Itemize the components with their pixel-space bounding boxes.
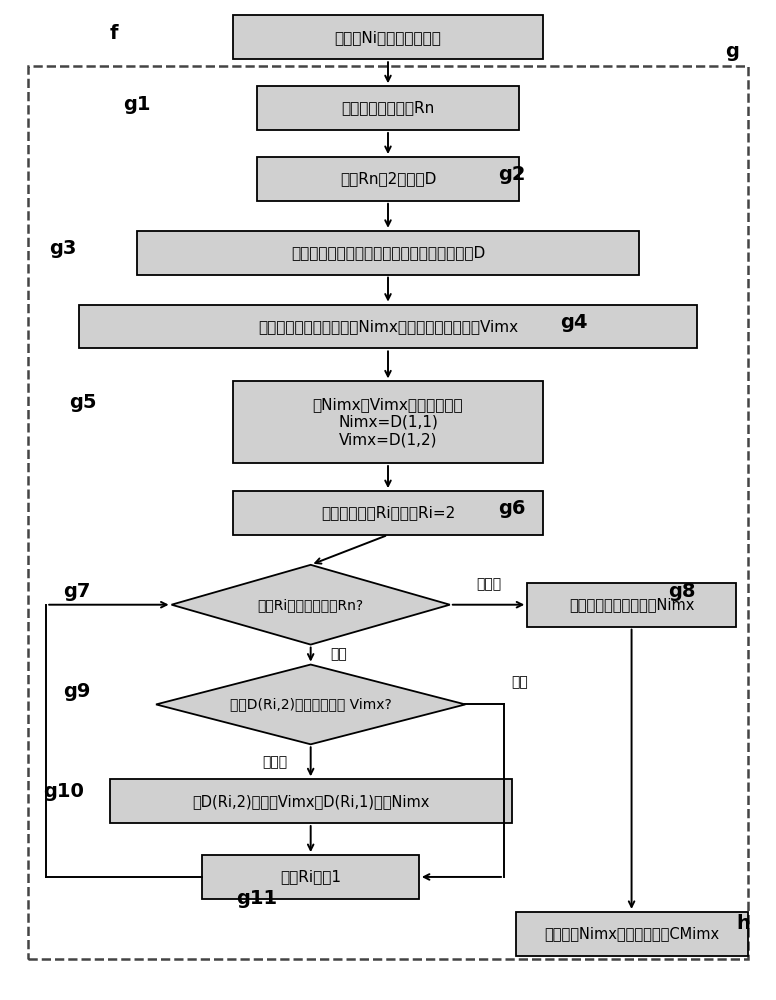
Text: g9: g9 bbox=[64, 682, 91, 701]
Text: 成立: 成立 bbox=[511, 675, 528, 689]
Text: g4: g4 bbox=[559, 313, 587, 332]
Text: g: g bbox=[725, 42, 739, 61]
FancyBboxPatch shape bbox=[527, 583, 736, 627]
Text: 提取各个节点的编号及位移矢量和，存入矩阵D: 提取各个节点的编号及位移矢量和，存入矩阵D bbox=[291, 245, 485, 260]
Bar bbox=[29, 66, 747, 959]
Polygon shape bbox=[171, 565, 450, 645]
Text: 成立: 成立 bbox=[330, 648, 347, 662]
Text: g7: g7 bbox=[64, 582, 91, 601]
Text: h: h bbox=[736, 914, 750, 933]
FancyBboxPatch shape bbox=[109, 779, 511, 823]
FancyBboxPatch shape bbox=[515, 912, 747, 956]
Text: 定义循环系数Ri，并令Ri=2: 定义循环系数Ri，并令Ri=2 bbox=[320, 505, 456, 520]
FancyBboxPatch shape bbox=[78, 305, 698, 348]
FancyBboxPatch shape bbox=[234, 381, 542, 463]
Text: 不成立: 不成立 bbox=[262, 755, 287, 769]
Text: 判断Ri是否小于等于Rn?: 判断Ri是否小于等于Rn? bbox=[258, 598, 364, 612]
FancyBboxPatch shape bbox=[257, 157, 519, 201]
FancyBboxPatch shape bbox=[257, 86, 519, 130]
Text: g2: g2 bbox=[498, 165, 525, 184]
Text: 存储位移最大节点编号Nimx: 存储位移最大节点编号Nimx bbox=[569, 597, 695, 612]
FancyBboxPatch shape bbox=[137, 231, 639, 275]
Text: g3: g3 bbox=[50, 239, 77, 258]
Polygon shape bbox=[156, 665, 466, 744]
Text: 定义位移最大节点编号为Nimx，最大位移矢量和为Vimx: 定义位移最大节点编号为Nimx，最大位移矢量和为Vimx bbox=[258, 319, 518, 334]
FancyBboxPatch shape bbox=[234, 491, 542, 535]
Text: 系数Ri自增1: 系数Ri自增1 bbox=[280, 869, 341, 884]
Text: g6: g6 bbox=[498, 499, 525, 518]
Text: 将D(Ri,2)存入给Vimx，D(Ri,1)存入Nimx: 将D(Ri,2)存入给Vimx，D(Ri,1)存入Nimx bbox=[192, 794, 429, 809]
Text: 提取第Ni阶模态位移结果: 提取第Ni阶模态位移结果 bbox=[334, 30, 442, 45]
Text: 定义Rn行2列矩阵D: 定义Rn行2列矩阵D bbox=[340, 171, 436, 186]
Text: 找出节点Nimx所隶属的组件CMimx: 找出节点Nimx所隶属的组件CMimx bbox=[544, 926, 719, 941]
Text: g1: g1 bbox=[123, 95, 151, 114]
Text: g8: g8 bbox=[668, 582, 695, 601]
Text: g11: g11 bbox=[236, 889, 277, 908]
FancyBboxPatch shape bbox=[203, 855, 419, 899]
Text: 不成立: 不成立 bbox=[476, 577, 501, 591]
Text: g10: g10 bbox=[43, 782, 84, 801]
Text: 判断D(Ri,2)是否小于等于 Vimx?: 判断D(Ri,2)是否小于等于 Vimx? bbox=[230, 697, 392, 711]
Text: 对Nimx和Vimx进行赋值，使
Nimx=D(1,1)
Vimx=D(1,2): 对Nimx和Vimx进行赋值，使 Nimx=D(1,1) Vimx=D(1,2) bbox=[313, 397, 463, 447]
Text: g5: g5 bbox=[69, 393, 96, 412]
FancyBboxPatch shape bbox=[234, 15, 542, 59]
Text: f: f bbox=[109, 24, 118, 43]
Text: 获取模型的节点数Rn: 获取模型的节点数Rn bbox=[341, 101, 435, 116]
